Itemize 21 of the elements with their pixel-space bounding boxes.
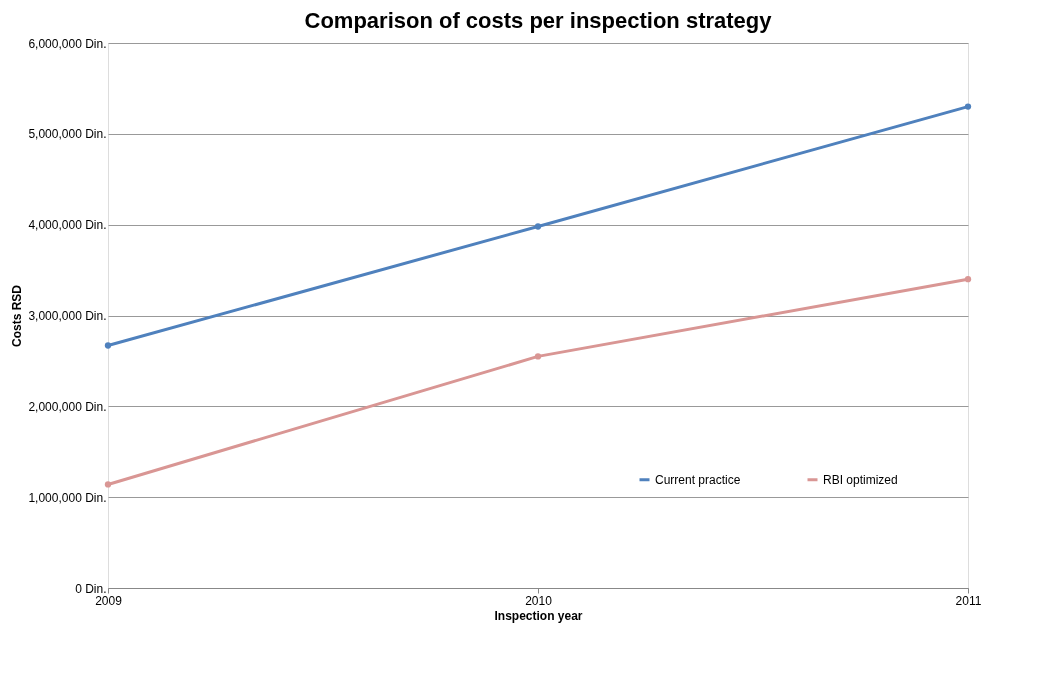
x-tick-label: 2011 (955, 593, 982, 608)
y-tick-label: 1,000,000 Din. (28, 490, 107, 505)
y-tick-label: 0 Din. (75, 581, 107, 596)
y-tick-label: 2,000,000 Din. (28, 399, 107, 414)
x-tick-label: 2010 (525, 593, 553, 608)
x-tick-label: 2009 (95, 593, 123, 608)
x-axis-title: Inspection year (494, 608, 583, 623)
legend-label: Current practice (655, 472, 741, 487)
point (964, 103, 972, 110)
y-tick-label: 3,000,000 Din. (28, 309, 107, 323)
point (104, 481, 112, 488)
y-tick-label: 5,000,000 Din. (28, 127, 107, 142)
y-tick-label: 6,000,000 Din. (28, 36, 107, 51)
legend-label: RBI optimized (823, 472, 898, 487)
point (104, 342, 112, 349)
point (534, 223, 542, 230)
y-axis-title: Costs RSD (10, 284, 25, 348)
point (534, 353, 542, 360)
point (964, 276, 972, 283)
chart-title: Comparison of costs per inspection strategy (304, 8, 773, 33)
y-tick-label: 4,000,000 Din. (28, 218, 107, 233)
